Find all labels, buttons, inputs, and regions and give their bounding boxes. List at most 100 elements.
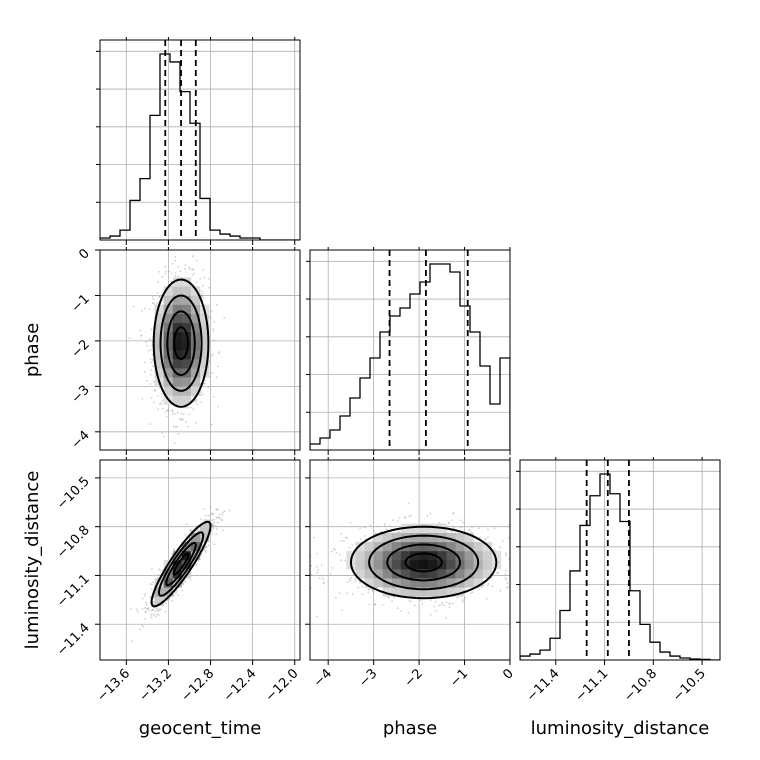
sample-point bbox=[398, 517, 401, 519]
sample-point bbox=[178, 417, 181, 420]
panel-frame bbox=[309, 459, 511, 661]
sample-point bbox=[491, 585, 494, 588]
sample-point bbox=[152, 298, 155, 301]
density-cell bbox=[190, 386, 201, 396]
sample-point bbox=[443, 604, 446, 607]
density-cell bbox=[455, 587, 465, 597]
density-cell bbox=[172, 331, 183, 342]
contour-0 bbox=[605, 554, 641, 572]
sample-point bbox=[200, 400, 203, 403]
sample-point bbox=[139, 329, 141, 332]
sample-point bbox=[152, 581, 154, 584]
sample-point bbox=[200, 294, 202, 297]
density-cell bbox=[410, 541, 420, 552]
histogram-geocent_time bbox=[100, 53, 300, 240]
density-cell bbox=[181, 550, 192, 561]
sample-point bbox=[486, 584, 489, 586]
density-cell bbox=[419, 532, 429, 543]
density-cell bbox=[464, 532, 474, 543]
sample-point bbox=[374, 603, 377, 606]
sample-point bbox=[429, 599, 432, 601]
sample-point bbox=[165, 270, 168, 273]
y-tick-label-phase: 0 bbox=[76, 246, 92, 262]
sample-point bbox=[168, 270, 171, 273]
sample-point bbox=[209, 317, 212, 320]
density-cell bbox=[464, 569, 474, 579]
sample-point bbox=[150, 568, 153, 570]
density-cell bbox=[482, 560, 493, 570]
sample-point bbox=[195, 259, 198, 262]
density-cell bbox=[373, 560, 384, 570]
sample-point bbox=[149, 383, 152, 385]
sample-point bbox=[131, 640, 134, 642]
sample-point bbox=[203, 548, 206, 551]
sample-point bbox=[208, 286, 210, 289]
sample-point bbox=[175, 590, 177, 593]
density-cell bbox=[410, 532, 420, 543]
density-cell bbox=[190, 295, 201, 305]
sample-point bbox=[199, 518, 202, 521]
sample-point bbox=[374, 603, 377, 606]
y-tick-label-luminosity_distance: −11.1 bbox=[54, 572, 93, 611]
sample-point bbox=[448, 521, 451, 524]
sample-point bbox=[150, 616, 153, 619]
density-cell bbox=[181, 304, 192, 314]
x-tick-label-luminosity_distance: −10.5 bbox=[670, 666, 709, 705]
sample-point bbox=[211, 519, 214, 521]
sample-point bbox=[177, 433, 180, 435]
density-cell bbox=[172, 304, 183, 314]
sample-point bbox=[185, 420, 188, 423]
sample-point bbox=[316, 552, 319, 555]
density-cell bbox=[382, 587, 393, 597]
sample-point bbox=[195, 531, 198, 533]
sample-point bbox=[438, 604, 440, 607]
sample-point bbox=[144, 307, 147, 310]
sample-point bbox=[340, 559, 343, 562]
sample-point bbox=[211, 523, 214, 525]
density-cell bbox=[400, 550, 411, 561]
density-cell bbox=[446, 560, 456, 570]
sample-point bbox=[450, 530, 453, 533]
sample-point bbox=[471, 591, 474, 594]
density-cell bbox=[400, 578, 411, 588]
sample-point bbox=[213, 521, 216, 524]
sample-point bbox=[216, 521, 219, 524]
sample-point bbox=[211, 512, 213, 514]
x-tick-label-geocent_time: −13.2 bbox=[136, 666, 175, 705]
sample-point bbox=[152, 608, 155, 611]
density-cell bbox=[181, 541, 192, 552]
density-cell bbox=[400, 569, 411, 579]
sample-point bbox=[218, 516, 220, 519]
density-cell bbox=[428, 569, 438, 579]
density-cell bbox=[154, 359, 164, 369]
sample-point bbox=[419, 599, 422, 602]
sample-point bbox=[203, 382, 206, 385]
density-cell bbox=[391, 587, 402, 597]
contour-0 bbox=[404, 552, 443, 573]
density-cell bbox=[200, 313, 210, 324]
sample-point bbox=[188, 413, 191, 416]
sample-point bbox=[158, 386, 161, 389]
sample-point bbox=[438, 521, 441, 524]
density-cell bbox=[446, 578, 456, 588]
sample-point bbox=[212, 525, 215, 528]
sample-point bbox=[200, 295, 203, 298]
sample-point bbox=[461, 599, 464, 601]
density-cell bbox=[382, 550, 393, 561]
sample-point bbox=[477, 527, 480, 530]
sample-point bbox=[212, 513, 215, 516]
sample-point bbox=[185, 523, 188, 525]
sample-point bbox=[174, 274, 176, 277]
contour-3 bbox=[551, 527, 696, 599]
density-cell bbox=[181, 386, 192, 396]
density-cell bbox=[473, 569, 484, 579]
density-cell bbox=[355, 550, 365, 561]
sample-point bbox=[172, 594, 175, 597]
density-cell bbox=[464, 541, 474, 552]
sample-point bbox=[351, 544, 354, 547]
sample-point bbox=[148, 339, 151, 342]
density-cell bbox=[464, 550, 474, 561]
sample-point bbox=[346, 581, 349, 584]
sample-point bbox=[203, 507, 206, 510]
